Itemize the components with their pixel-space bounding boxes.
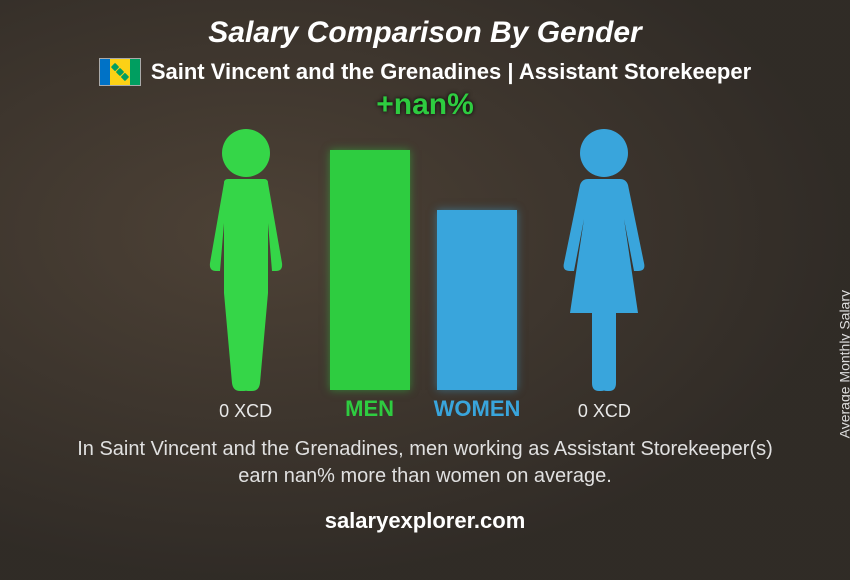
men-label: MEN bbox=[345, 396, 394, 422]
woman-icon bbox=[544, 123, 664, 393]
flag-icon bbox=[99, 58, 141, 86]
separator: | bbox=[501, 59, 519, 84]
men-bar bbox=[330, 150, 410, 390]
women-bar-col: WOMEN bbox=[434, 210, 521, 422]
women-bar bbox=[437, 210, 517, 390]
men-bar-col: MEN bbox=[330, 150, 410, 422]
subtitle-text: Saint Vincent and the Grenadines | Assis… bbox=[151, 59, 751, 85]
country-name: Saint Vincent and the Grenadines bbox=[151, 59, 501, 84]
chart-area: +nan% 0 XCD MEN WOMEN 0 XCD bbox=[186, 92, 665, 422]
infographic-container: Salary Comparison By Gender Saint Vincen… bbox=[0, 0, 850, 580]
men-value: 0 XCD bbox=[219, 401, 272, 422]
job-title: Assistant Storekeeper bbox=[519, 59, 751, 84]
footer-source: salaryexplorer.com bbox=[325, 508, 526, 534]
men-icon-col: 0 XCD bbox=[186, 123, 306, 422]
women-value: 0 XCD bbox=[578, 401, 631, 422]
yaxis-label: Average Monthly Salary bbox=[836, 290, 850, 438]
women-label: WOMEN bbox=[434, 396, 521, 422]
page-title: Salary Comparison By Gender bbox=[208, 16, 641, 50]
description-text: In Saint Vincent and the Grenadines, men… bbox=[65, 436, 785, 490]
subtitle-row: Saint Vincent and the Grenadines | Assis… bbox=[99, 58, 751, 86]
man-icon bbox=[186, 123, 306, 393]
percent-diff-label: +nan% bbox=[376, 88, 474, 122]
women-icon-col: 0 XCD bbox=[544, 123, 664, 422]
